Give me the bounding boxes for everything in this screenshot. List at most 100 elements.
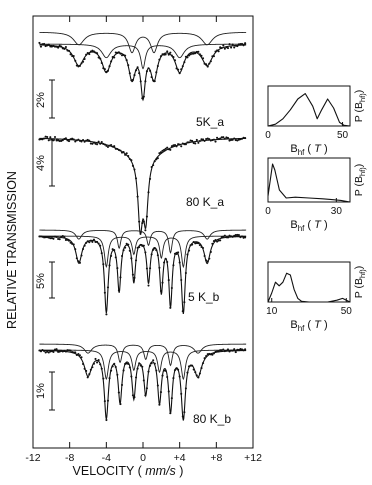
data-point <box>80 356 83 359</box>
distribution-frame <box>267 261 351 303</box>
spectrum-label: 80 K_a <box>186 195 224 209</box>
data-point <box>223 47 226 50</box>
distribution-tick-label: 0 <box>265 130 271 141</box>
data-point <box>222 348 225 351</box>
data-point <box>170 145 173 148</box>
distribution-panels: 0 50 Bhf ( T ) P (Bhf)) 0 30 Bhf ( T ) P (Bhf))… <box>265 85 367 333</box>
data-point <box>71 137 74 140</box>
fit-curve <box>39 44 247 102</box>
data-point <box>163 53 166 56</box>
y-axis-title: RELATIVE TRANSMISSION <box>5 171 19 329</box>
data-point <box>156 254 159 257</box>
data-point <box>128 366 131 369</box>
data-point <box>113 56 116 59</box>
data-point <box>78 354 81 357</box>
data-point <box>155 249 158 252</box>
data-point <box>219 239 222 242</box>
data-point <box>205 355 208 358</box>
data-point <box>119 403 122 406</box>
data-point <box>77 260 80 263</box>
data-point <box>159 289 163 293</box>
data-point <box>195 241 198 245</box>
data-point <box>113 145 116 148</box>
data-point <box>49 45 52 48</box>
data-point <box>169 412 172 415</box>
data-point <box>46 135 49 139</box>
distribution-frame <box>267 85 351 127</box>
data-point <box>191 52 194 55</box>
subspectrum-component <box>39 229 247 254</box>
data-point <box>200 245 203 249</box>
data-point <box>231 43 234 46</box>
data-point <box>149 69 152 72</box>
data-point <box>80 140 83 143</box>
data-point <box>53 235 57 238</box>
data-point <box>139 243 142 246</box>
data-point <box>189 364 192 367</box>
data-point <box>138 220 141 223</box>
data-point <box>231 138 234 141</box>
fit-curve <box>39 349 247 421</box>
data-point <box>144 394 147 397</box>
data-point <box>130 159 133 162</box>
data-point <box>89 239 92 242</box>
data-point <box>38 138 41 141</box>
data-point <box>63 47 66 50</box>
data-point <box>214 50 217 53</box>
data-point <box>142 220 145 223</box>
data-point <box>181 415 184 418</box>
data-point <box>149 267 152 270</box>
data-point <box>43 236 46 239</box>
data-point <box>240 235 244 238</box>
data-point <box>186 371 189 374</box>
data-point <box>131 394 134 397</box>
data-point <box>120 383 124 386</box>
data-point <box>177 251 180 254</box>
spectrum-3: 5% 5 K_b <box>35 229 247 316</box>
data-point <box>78 261 81 264</box>
scale-bar-label: 1% <box>35 383 47 399</box>
data-point <box>203 357 206 360</box>
data-point <box>134 177 138 180</box>
data-point <box>110 254 113 257</box>
data-point <box>177 368 180 371</box>
data-point <box>43 42 46 45</box>
data-point <box>214 239 217 242</box>
data-point <box>72 243 75 246</box>
data-point <box>75 353 78 357</box>
scale-bar-label: 4% <box>35 155 47 171</box>
data-point <box>158 403 161 406</box>
data-point <box>175 145 178 148</box>
data-point <box>197 242 200 245</box>
data-point <box>187 141 191 144</box>
data-point <box>192 368 195 371</box>
data-point <box>41 349 44 352</box>
data-point <box>106 69 110 72</box>
data-point <box>234 233 237 237</box>
data-point <box>100 367 103 370</box>
data-point <box>159 55 163 58</box>
data-point <box>83 367 86 370</box>
data-point <box>130 375 133 378</box>
data-point <box>166 146 169 149</box>
data-point <box>194 242 197 245</box>
data-point <box>133 396 136 399</box>
data-point <box>66 238 69 241</box>
data-point <box>97 359 100 362</box>
data-point <box>170 286 173 290</box>
scale-bar-label: 5% <box>35 273 47 289</box>
data-point <box>96 52 99 55</box>
data-point <box>92 362 96 365</box>
data-point <box>184 387 187 390</box>
x-axis-ticks <box>32 16 254 448</box>
data-point <box>147 67 150 70</box>
data-point <box>191 364 194 367</box>
data-point <box>102 263 105 266</box>
data-point <box>152 359 155 362</box>
data-point <box>225 349 228 352</box>
data-point <box>88 241 91 244</box>
data-point <box>106 145 110 149</box>
data-point <box>139 364 142 367</box>
data-point <box>226 236 230 239</box>
data-point <box>85 369 88 373</box>
